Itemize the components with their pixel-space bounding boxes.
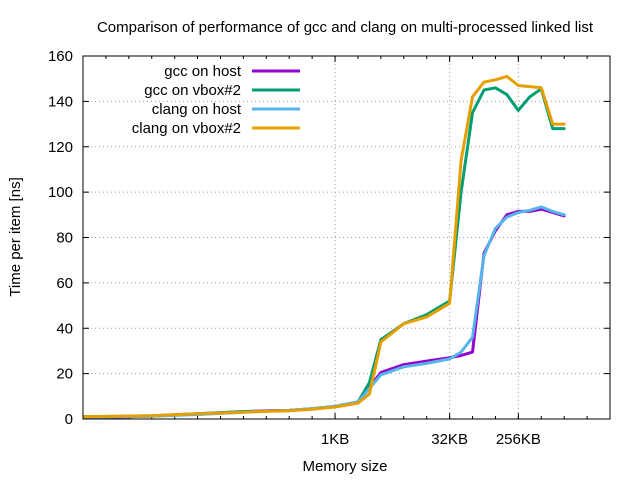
series-line-clang-on-vbox-2 bbox=[83, 74, 566, 419]
legend: gcc on host gcc on vbox#2 clang on host cla… bbox=[132, 63, 300, 137]
y-tick-label: 20 bbox=[56, 366, 73, 383]
legend-label-gcc-on-vbox-2: gcc on vbox#2 bbox=[144, 82, 241, 99]
y-axis-label: Time per item [ns] bbox=[7, 177, 24, 296]
y-tick-label: 40 bbox=[56, 320, 73, 337]
legend-label-gcc-on-host: gcc on host bbox=[164, 63, 242, 80]
x-tick-label: 1KB bbox=[321, 431, 349, 448]
x-axis-label: Memory size bbox=[302, 458, 387, 475]
x-axis-ticks: 1KB 32KB 256KB bbox=[82, 56, 611, 448]
series-line-clang-on-host bbox=[83, 205, 566, 419]
legend-label-clang-on-host: clang on host bbox=[152, 101, 242, 118]
series-lines bbox=[83, 74, 566, 419]
legend-label-clang-on-vbox-2: clang on vbox#2 bbox=[132, 120, 241, 137]
x-tick-label: 256KB bbox=[496, 431, 541, 448]
y-tick-label: 60 bbox=[56, 275, 73, 292]
plot-frame bbox=[82, 55, 611, 420]
y-axis-ticks: 0 20 40 60 80 100 120 140 160 bbox=[48, 48, 610, 428]
grid bbox=[83, 56, 610, 419]
series-line-gcc-on-host bbox=[83, 207, 566, 419]
y-tick-label: 160 bbox=[48, 48, 73, 65]
y-tick-label: 140 bbox=[48, 93, 73, 110]
y-tick-label: 120 bbox=[48, 139, 73, 156]
x-tick-label: 32KB bbox=[431, 431, 468, 448]
y-tick-label: 0 bbox=[65, 411, 73, 428]
y-tick-label: 100 bbox=[48, 184, 73, 201]
chart-title: Comparison of performance of gcc and cla… bbox=[97, 19, 594, 36]
series-line-gcc-on-vbox-2 bbox=[83, 86, 566, 419]
y-tick-label: 80 bbox=[56, 230, 73, 247]
